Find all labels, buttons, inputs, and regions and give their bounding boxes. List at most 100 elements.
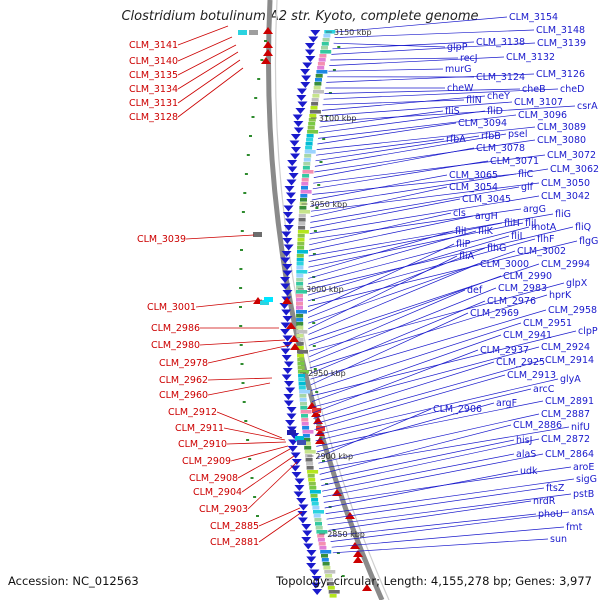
- right-gene-label: CLM_2958: [548, 305, 597, 316]
- marker-dot: [312, 345, 316, 347]
- reverse-gene-arrow: [285, 387, 296, 394]
- marker-dot: [313, 230, 317, 232]
- gene-class-chip: [253, 232, 262, 237]
- gene-class-block: [296, 286, 304, 290]
- marker-dot: [257, 78, 261, 80]
- kbp-tick-label: 3050 kbp: [310, 200, 348, 209]
- right-leader-line: [312, 160, 489, 190]
- right-leader-line: [309, 300, 486, 374]
- gene-class-block: [303, 442, 311, 446]
- gene-class-block: [301, 414, 308, 418]
- right-gene-label: csrA: [577, 101, 598, 112]
- marker-dot: [341, 575, 345, 577]
- right-leader-line: [324, 470, 519, 509]
- gene-class-block: [315, 78, 322, 82]
- right-gene-label: CLM_3062: [550, 164, 599, 175]
- left-leader-line: [185, 234, 255, 240]
- right-gene-label: nifU: [571, 422, 590, 433]
- right-leader-line: [310, 309, 547, 380]
- gene-class-block: [328, 590, 340, 594]
- right-leader-line: [330, 511, 570, 542]
- reverse-gene-arrow: [286, 426, 297, 433]
- right-gene-label: CLM_3045: [462, 194, 511, 205]
- gene-class-block: [296, 254, 304, 258]
- right-gene-label: CLM_2864: [545, 449, 594, 460]
- reverse-gene-arrow: [297, 517, 308, 524]
- label-leader-lines: [177, 16, 578, 554]
- right-gene-label: CLM_2886: [513, 420, 562, 431]
- marker-dot: [322, 460, 325, 462]
- gene-class-block: [323, 566, 331, 570]
- reverse-gene-arrow: [285, 192, 296, 199]
- marker-dot: [332, 529, 336, 531]
- marker-dot: [240, 249, 243, 251]
- right-leader-line: [316, 402, 495, 453]
- right-leader-line: [316, 400, 544, 447]
- gene-class-block: [317, 66, 325, 70]
- gene-class-block: [298, 386, 306, 390]
- right-gene-label: fliN: [466, 95, 482, 106]
- right-leader-line: [310, 182, 540, 212]
- right-leader-line: [321, 101, 513, 117]
- right-gene-label: flhG: [487, 243, 506, 254]
- reverse-gene-arrow: [284, 186, 295, 192]
- gene-class-block: [304, 446, 312, 450]
- gene-class-block: [306, 134, 314, 138]
- right-gene-label: glpP: [447, 42, 468, 53]
- gene-class-block: [304, 450, 316, 454]
- right-gene-label: fliG: [555, 209, 571, 220]
- right-gene-label: alaS: [516, 449, 536, 460]
- reverse-gene-arrow: [286, 179, 297, 186]
- right-leader-line: [318, 110, 486, 134]
- gene-class-block: [297, 250, 308, 254]
- gene-class-block: [296, 338, 304, 342]
- reverse-gene-arrow: [293, 491, 304, 498]
- reverse-gene-arrow: [287, 446, 298, 452]
- reverse-gene-arrow: [281, 251, 292, 257]
- right-leader-line: [321, 95, 486, 111]
- gene-class-chip: [287, 430, 296, 435]
- gene-class-block: [311, 102, 319, 106]
- right-leader-line: [312, 349, 479, 414]
- gene-class-block: [305, 146, 313, 150]
- gene-class-block: [315, 526, 323, 530]
- left-leader-line: [177, 36, 233, 62]
- gene-class-block: [308, 478, 316, 482]
- reverse-gene-arrow: [282, 342, 293, 348]
- forward-gene-arrow: [286, 322, 296, 329]
- kbp-tick-label: 3150 kbp: [334, 28, 372, 37]
- reverse-gene-arrow: [290, 134, 301, 140]
- gene-class-block: [297, 358, 305, 362]
- right-gene-label: motA: [531, 222, 557, 233]
- right-gene-label: fliD: [487, 106, 503, 117]
- gene-class-block: [306, 466, 314, 470]
- gene-class-block: [297, 238, 305, 242]
- reverse-gene-arrow: [282, 238, 293, 244]
- left-leader-line: [258, 507, 301, 527]
- right-leader-line: [331, 526, 565, 548]
- left-leader-line: [216, 411, 283, 439]
- right-gene-label: rfbA: [446, 134, 466, 145]
- gene-class-block: [296, 278, 304, 282]
- right-gene-label: CLM_2983: [498, 283, 547, 294]
- marker-dot: [244, 173, 248, 175]
- right-leader-line: [314, 139, 536, 173]
- gene-class-block: [326, 582, 334, 586]
- right-gene-label: recJ: [460, 53, 478, 64]
- marker-dot: [312, 322, 316, 324]
- kbp-tick-label: 2900 kbp: [315, 452, 353, 461]
- reverse-gene-arrow: [283, 361, 294, 368]
- gene-class-block: [316, 530, 328, 534]
- right-leader-line: [309, 212, 452, 246]
- reverse-gene-arrow: [303, 543, 314, 550]
- gene-class-block: [307, 474, 315, 478]
- reverse-gene-arrow: [302, 530, 313, 537]
- gene-class-block: [311, 498, 319, 502]
- right-leader-line: [314, 374, 506, 430]
- right-leader-line: [314, 378, 559, 436]
- forward-gene-arrow: [282, 297, 292, 304]
- marker-dot: [239, 268, 243, 270]
- right-leader-line: [319, 424, 512, 475]
- kbp-tick-label: 3100 kbp: [319, 114, 357, 123]
